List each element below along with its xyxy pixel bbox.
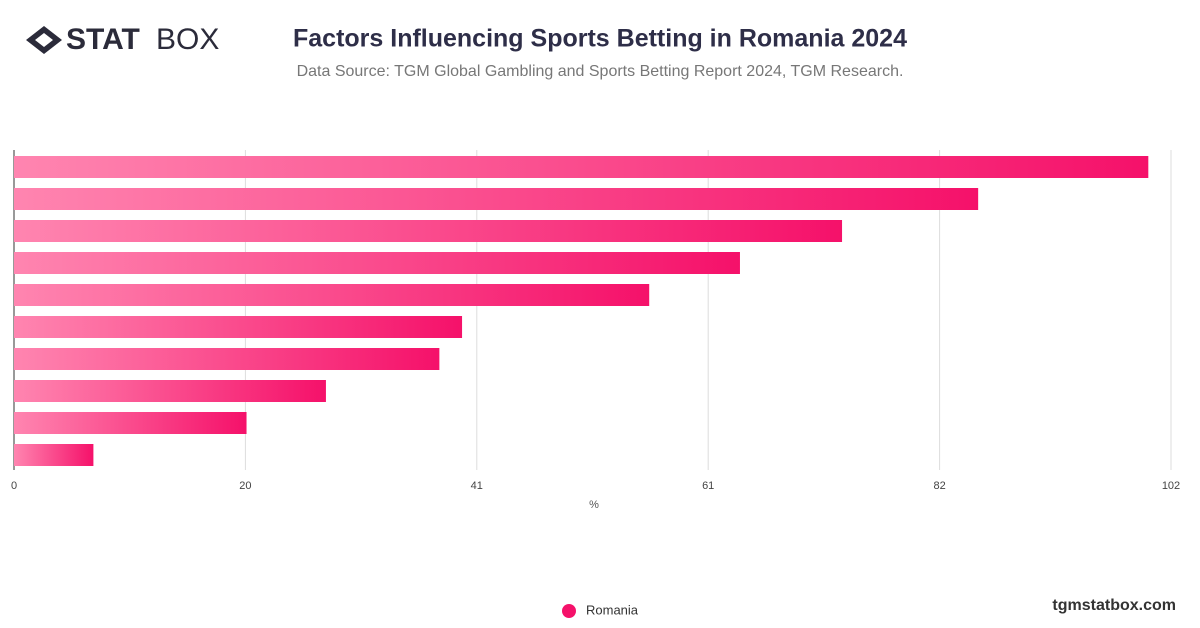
bar [14,380,326,402]
legend-marker [562,604,576,618]
chart-subtitle: Data Source: TGM Global Gambling and Spo… [297,63,904,80]
bar [14,316,463,338]
x-tick-label: 61 [702,480,714,492]
legend-label: Romania [586,602,639,617]
logo-light: BOX [156,23,219,56]
chart-title: Factors Influencing Sports Betting in Ro… [293,25,907,53]
bar [14,444,94,466]
bar [14,252,740,274]
bar [14,188,979,210]
logo-icon [26,26,62,54]
x-tick-label: 82 [933,480,945,492]
logo-bold: STAT [66,23,140,56]
bar [14,412,247,434]
x-tick-label: 102 [1162,480,1180,492]
bar [14,284,650,306]
bar [14,348,440,370]
x-axis-label: % [589,499,599,511]
bar [14,156,1149,178]
footer: tgmstatbox.com [1052,597,1176,614]
bar [14,220,843,242]
x-tick-label: 20 [239,480,251,492]
x-tick-label: 41 [471,480,483,492]
x-tick-label: 0 [11,480,17,492]
logo: STAT BOX [26,23,219,56]
